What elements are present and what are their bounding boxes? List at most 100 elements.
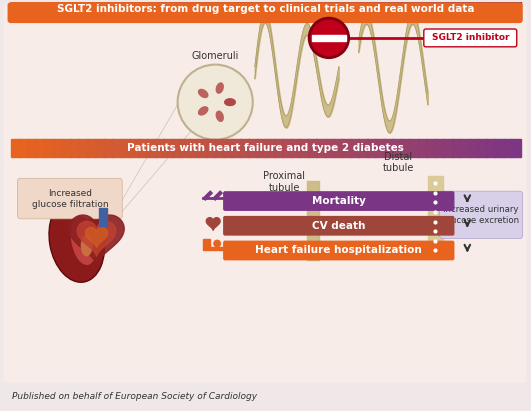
Bar xyxy=(494,139,504,157)
Bar xyxy=(511,139,521,157)
Bar xyxy=(189,139,198,157)
Bar xyxy=(290,139,300,157)
Bar xyxy=(312,35,346,41)
Ellipse shape xyxy=(216,111,224,122)
Ellipse shape xyxy=(198,106,209,115)
Bar xyxy=(350,0,359,20)
Bar xyxy=(418,0,427,20)
Bar xyxy=(392,0,402,20)
Bar xyxy=(503,139,512,157)
Bar xyxy=(299,0,309,20)
Text: Increased
glucose filtration: Increased glucose filtration xyxy=(31,189,108,209)
Bar xyxy=(138,0,147,20)
FancyBboxPatch shape xyxy=(424,29,517,47)
Bar xyxy=(87,139,96,157)
Bar xyxy=(350,139,359,157)
Bar xyxy=(130,0,139,20)
Ellipse shape xyxy=(49,199,105,282)
Bar xyxy=(426,0,436,20)
Bar xyxy=(155,139,164,157)
FancyBboxPatch shape xyxy=(18,178,122,219)
Bar xyxy=(265,0,275,20)
Bar xyxy=(11,0,20,20)
Circle shape xyxy=(309,18,349,58)
FancyBboxPatch shape xyxy=(4,4,527,166)
Bar xyxy=(341,139,351,157)
Bar xyxy=(375,0,385,20)
Ellipse shape xyxy=(224,98,236,106)
Bar xyxy=(11,139,20,157)
Bar xyxy=(121,0,130,20)
Bar xyxy=(214,0,224,20)
Bar xyxy=(70,0,80,20)
Bar xyxy=(358,139,368,157)
Bar xyxy=(316,139,326,157)
Bar xyxy=(99,208,107,226)
Bar xyxy=(486,139,495,157)
Bar xyxy=(19,0,29,20)
Bar xyxy=(172,139,181,157)
Bar xyxy=(239,0,249,20)
Bar xyxy=(392,139,402,157)
Bar xyxy=(401,0,410,20)
Bar xyxy=(36,0,46,20)
Bar xyxy=(435,139,444,157)
Polygon shape xyxy=(77,221,116,256)
Bar xyxy=(197,0,207,20)
Bar xyxy=(452,139,461,157)
Bar xyxy=(511,0,521,20)
FancyBboxPatch shape xyxy=(4,162,527,383)
Bar xyxy=(62,0,71,20)
Bar xyxy=(130,139,139,157)
Bar xyxy=(460,139,470,157)
Text: SGLT2 inhibitor: SGLT2 inhibitor xyxy=(432,33,509,42)
Bar xyxy=(28,139,37,157)
Bar xyxy=(28,0,37,20)
Ellipse shape xyxy=(198,89,209,98)
Bar xyxy=(256,0,266,20)
Bar xyxy=(443,0,453,20)
Bar xyxy=(205,0,215,20)
Polygon shape xyxy=(69,215,124,265)
Text: Distal
tubule: Distal tubule xyxy=(382,152,414,173)
Ellipse shape xyxy=(216,82,224,94)
Bar xyxy=(45,0,54,20)
Bar xyxy=(79,0,88,20)
Bar xyxy=(180,0,190,20)
Bar xyxy=(333,139,342,157)
Bar xyxy=(121,139,130,157)
Circle shape xyxy=(177,65,253,140)
Circle shape xyxy=(213,240,221,247)
FancyBboxPatch shape xyxy=(223,216,455,236)
Text: Glomeruli: Glomeruli xyxy=(192,51,239,61)
FancyBboxPatch shape xyxy=(7,2,523,23)
Bar xyxy=(87,0,96,20)
Bar xyxy=(36,139,46,157)
Bar xyxy=(265,139,275,157)
Text: Increased urinary
glucose excretion: Increased urinary glucose excretion xyxy=(443,205,519,224)
Bar xyxy=(53,0,63,20)
Bar xyxy=(180,139,190,157)
Bar xyxy=(426,139,436,157)
Polygon shape xyxy=(85,227,108,247)
Bar xyxy=(96,139,105,157)
Bar xyxy=(367,0,376,20)
Bar xyxy=(231,139,241,157)
Bar xyxy=(197,139,207,157)
Bar xyxy=(384,0,393,20)
Bar xyxy=(163,139,173,157)
Text: Heart failure hospitalization: Heart failure hospitalization xyxy=(255,245,422,256)
Bar xyxy=(452,0,461,20)
Bar xyxy=(384,139,393,157)
Bar xyxy=(104,139,113,157)
Bar xyxy=(367,139,376,157)
Bar xyxy=(273,0,283,20)
Bar xyxy=(239,139,249,157)
Bar xyxy=(45,139,54,157)
Bar xyxy=(282,0,292,20)
Bar xyxy=(486,0,495,20)
Bar xyxy=(324,139,334,157)
Bar xyxy=(113,139,122,157)
Bar xyxy=(494,0,504,20)
Bar xyxy=(409,0,419,20)
